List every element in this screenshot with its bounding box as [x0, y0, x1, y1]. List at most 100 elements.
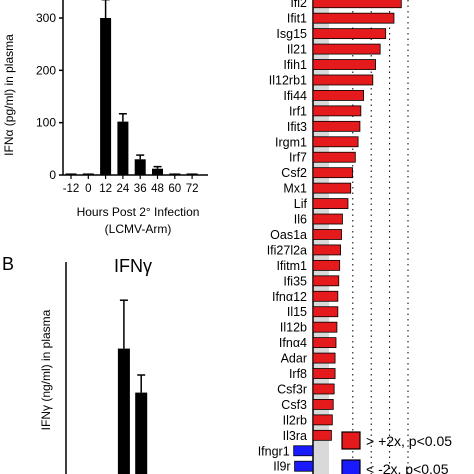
gene-bar — [312, 383, 335, 395]
gene-bar — [312, 90, 364, 101]
gene-bar — [312, 120, 361, 132]
gene-label: Irgm1 — [275, 135, 307, 149]
ifng-bars — [117, 299, 148, 474]
ifng-bar — [135, 392, 148, 474]
ifna-y-ticks: 0 100 200 300 — [36, 11, 63, 182]
gene-bar — [312, 414, 333, 426]
ifna-x-axis-label-line2: (LCMV-Arm) — [105, 222, 172, 236]
gene-label: Il15 — [287, 305, 307, 319]
gene-label: Il9r — [273, 460, 290, 474]
gene-label: Adar — [281, 352, 307, 366]
ifng-title: IFNγ — [114, 256, 152, 276]
gene-label: Csf3 — [281, 398, 307, 412]
gene-label: Mx1 — [283, 182, 307, 196]
panel-b-letter: B — [2, 254, 14, 274]
gene-label: Irf1 — [289, 104, 307, 118]
gene-bar — [312, 59, 376, 70]
gene-bar — [312, 429, 332, 441]
gene-bar — [312, 43, 381, 55]
gene-bar — [312, 213, 343, 225]
gene-bars — [293, 0, 402, 472]
ifna-x-tick-label: 24 — [117, 183, 130, 195]
ifna-bar — [82, 173, 94, 175]
legend-swatch — [341, 459, 361, 474]
ifna-bar — [152, 168, 163, 175]
ifna-x-tick-label: 36 — [134, 183, 147, 195]
ifna-bar — [169, 173, 181, 175]
gene-bar — [312, 182, 352, 194]
gene-bar — [312, 290, 339, 302]
gene-label: Il2rb — [283, 413, 307, 427]
gene-label: Il3ra — [283, 429, 307, 443]
gene-bar — [312, 244, 342, 256]
ifna-y-axis-label: IFNα (pg/ml) in plasma — [2, 34, 16, 156]
ifna-bars — [65, 0, 198, 175]
ifna-x-tick-label: 60 — [168, 183, 181, 195]
ifna-y-tick-label: 300 — [36, 11, 56, 25]
gene-label: Ifit1 — [287, 12, 307, 26]
ifna-x-tick-label: 12 — [99, 183, 112, 195]
gene-bar — [312, 321, 338, 333]
ifna-y-tick-label: 100 — [36, 116, 56, 130]
ifna-x-ticks: -12 0 12 24 36 48 60 72 — [63, 175, 199, 195]
ifna-bar — [186, 173, 198, 175]
gene-label: Irf8 — [289, 367, 307, 381]
ifna-x-tick-label: -12 — [63, 183, 80, 195]
gene-bar — [312, 352, 336, 364]
gene-bar — [312, 105, 362, 117]
ifna-bar — [134, 159, 146, 175]
gene-bar — [312, 275, 340, 287]
gene-bar — [312, 229, 342, 240]
gene-label: Ifi44 — [283, 89, 307, 103]
gene-bar — [294, 460, 314, 472]
gene-bar — [312, 28, 387, 40]
gene-label: Isg15 — [276, 27, 307, 41]
ifna-x-axis-label-line1: Hours Post 2° Infection — [77, 205, 200, 219]
gene-label: Oas1a — [270, 228, 307, 242]
gene-label: Ifngr1 — [258, 444, 290, 458]
gene-gridlines — [352, 0, 409, 474]
gene-bar — [312, 12, 395, 24]
ifna-bar-chart: IFNα (pg/ml) in plasma 0 100 200 300 -12 0 12… — [2, 0, 208, 236]
ifna-bar — [100, 18, 112, 175]
gene-bar — [312, 368, 336, 379]
ifna-x-tick-label: 0 — [85, 183, 91, 195]
gene-label: Ifnα12 — [272, 290, 307, 304]
legend-label: > +2x, p<0.05 — [366, 433, 452, 449]
ifna-x-tick-label: 48 — [151, 183, 164, 195]
gene-label: Lif — [294, 197, 308, 211]
legend-swatch — [341, 431, 361, 450]
gene-bar — [312, 136, 359, 148]
ifna-x-tick-label: 72 — [186, 183, 199, 195]
gene-label: Ifit3 — [287, 120, 307, 134]
ifng-y-axis-label: IFNγ (ng/ml) in plasma — [39, 309, 53, 430]
ifng-bar-chart: B IFNγ IFNγ (ng/ml) in plasma — [2, 254, 152, 474]
gene-label: Ifi27l2a — [267, 243, 307, 257]
gene-bar — [293, 445, 314, 457]
ifng-bar — [117, 348, 130, 474]
gene-bar — [312, 259, 341, 271]
gene-bar — [312, 399, 334, 410]
legend: > +2x, p<0.05 < -2x, p<0.05 — [341, 431, 452, 474]
gene-label: Csf3r — [277, 382, 307, 396]
gene-label: Ifitm1 — [276, 259, 307, 273]
gene-label: Il12b — [280, 321, 307, 335]
gene-label: Ifi2 — [290, 0, 307, 10]
gene-bar — [312, 198, 349, 209]
gene-label: Csf2 — [281, 166, 307, 180]
ifna-y-tick-label: 200 — [36, 63, 56, 77]
legend-label: < -2x, p<0.05 — [366, 461, 449, 474]
gene-label: Il12rb1 — [269, 73, 307, 87]
ifna-bar — [117, 121, 129, 175]
gene-label: Irf7 — [289, 151, 307, 165]
gene-bar — [312, 337, 337, 349]
gene-bar — [312, 151, 356, 163]
gene-label: Ifi35 — [283, 274, 307, 288]
gene-bar — [312, 306, 339, 318]
gene-bar — [312, 74, 374, 86]
gene-label: Ifih1 — [283, 58, 307, 72]
gene-bar — [312, 0, 402, 9]
